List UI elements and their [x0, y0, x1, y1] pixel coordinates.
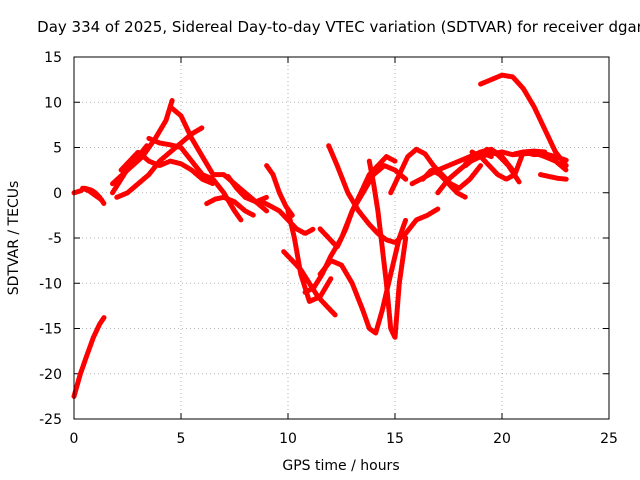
series-core-trace-21 [389, 147, 483, 195]
series-core-trace-28 [479, 73, 568, 168]
x-tick-label: 20 [493, 431, 511, 447]
series-core-trace-9 [168, 105, 269, 213]
y-axis-label: SDTVAR / TECUs [6, 181, 22, 296]
y-tick-label: -20 [39, 367, 62, 383]
x-tick-label: 10 [279, 431, 297, 447]
series-core-trace-3 [81, 186, 104, 202]
series-core-trace-23 [421, 168, 468, 199]
series-core-trace-16 [303, 164, 408, 294]
series-layer [71, 72, 569, 399]
series-core-trace-11 [226, 175, 269, 204]
series-core-trace-17 [282, 250, 337, 317]
y-tick-label: -5 [48, 231, 62, 247]
x-axis-label: GPS time / hours [282, 458, 399, 474]
x-tick-label: 5 [177, 431, 186, 447]
y-tick-label: 10 [44, 95, 62, 111]
y-tick-label: -15 [39, 322, 62, 338]
series-core-trace-5 [115, 126, 204, 199]
y-tick-label: 5 [53, 141, 62, 157]
series-core-trace-10 [205, 195, 256, 217]
series-core-trace-6 [111, 98, 174, 186]
series-core-trace-20 [367, 159, 408, 340]
plot-frame [73, 56, 610, 420]
chart-title: Day 334 of 2025, Sidereal Day-to-day VTE… [37, 18, 640, 36]
series-core-trace-8 [119, 150, 215, 186]
series-core-trace-14 [286, 209, 333, 303]
x-tick-label: 25 [600, 431, 618, 447]
y-tick-label: 0 [53, 186, 62, 202]
series-core-trace-29 [539, 173, 568, 181]
series-core-trace-30 [513, 149, 547, 156]
y-tick-label: -25 [39, 412, 62, 428]
y-tick-label: -10 [39, 276, 62, 292]
x-tick-label: 0 [70, 431, 79, 447]
series-core-trace-1 [72, 316, 106, 398]
series-core-trace-19 [318, 218, 408, 335]
series-core-trace-26 [470, 150, 568, 181]
x-tick-label: 15 [386, 431, 404, 447]
axes-layer: 0 5 10 15 20 25 -25 -20 -15 -10 -5 0 5 10 15 [39, 50, 618, 447]
y-tick-label: 15 [44, 50, 62, 66]
